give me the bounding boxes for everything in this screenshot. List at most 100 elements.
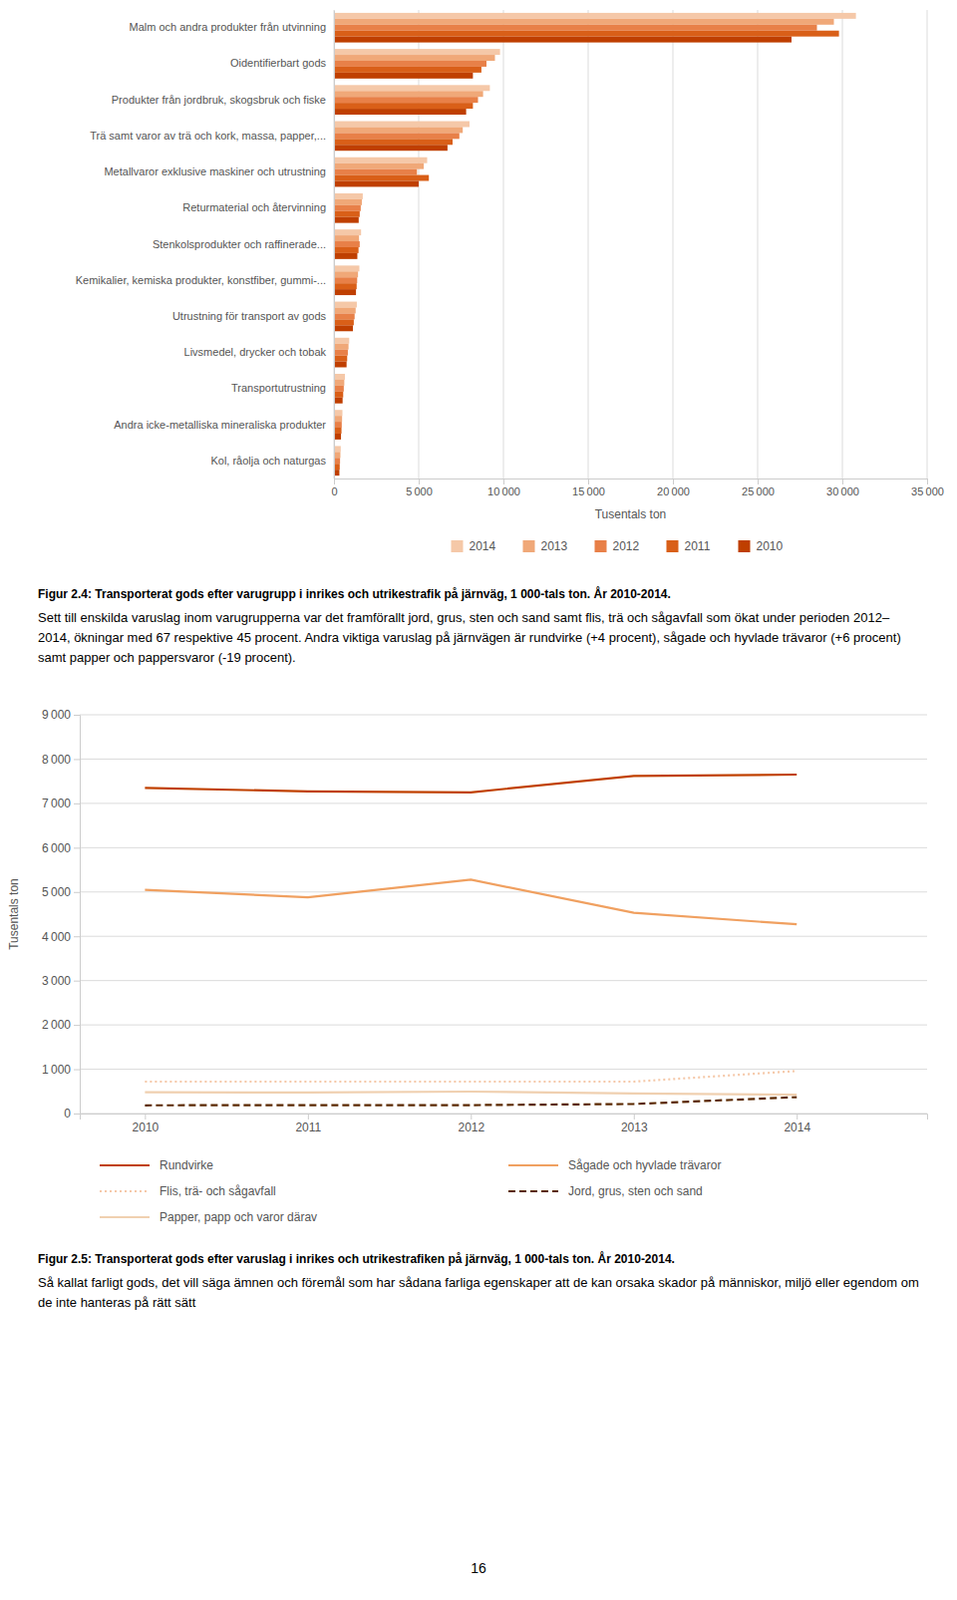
grid-line	[79, 1068, 928, 1070]
bar	[333, 169, 417, 176]
bar	[333, 308, 356, 315]
legend-label: Flis, trä- och sågavfall	[159, 1184, 277, 1199]
x-axis-line	[80, 1113, 929, 1120]
y-tick-label: Kemikalier, kemiska produkter, konstfibe…	[75, 274, 326, 287]
bar	[333, 343, 349, 350]
caption: Figur 2.5: Transporterat gods efter varu…	[37, 1251, 920, 1268]
bar	[333, 144, 448, 151]
y-axis-line	[333, 10, 335, 480]
legend-swatch	[451, 540, 464, 553]
y-tick-label: Livsmedel, drycker och tobak	[184, 345, 327, 358]
legend-swatch	[595, 540, 608, 553]
bar	[333, 102, 473, 109]
x-tick-mark	[634, 1113, 636, 1120]
y-tick-label: Stenkolsprodukter och raffinerade...	[152, 238, 326, 251]
bar	[333, 385, 344, 392]
y-tick: Returmaterial och återvinning	[182, 201, 334, 214]
y-tick-label: 5 000	[41, 885, 71, 900]
grid-line	[927, 9, 929, 479]
y-tick: Trä samt varor av trä och kork, massa, p…	[89, 129, 334, 142]
legend-label: 2014	[469, 539, 497, 554]
x-tick: 35 000	[911, 478, 945, 498]
y-tick: 9 000	[41, 707, 80, 722]
y-tick-label: Malm och andra produkter från utvinning	[129, 20, 327, 33]
y-tick-label: Andra icke-metalliska mineraliska produk…	[113, 418, 326, 431]
legend-item: 2013	[523, 539, 569, 554]
bar	[333, 24, 818, 31]
x-axis-line	[334, 479, 929, 486]
bar	[333, 72, 473, 79]
grid-line	[79, 935, 928, 937]
grid-line	[672, 9, 674, 479]
legend-label: Papper, papp och varor därav	[159, 1210, 318, 1225]
grid-line	[333, 9, 335, 479]
bar	[333, 211, 360, 218]
x-tick-mark	[842, 478, 844, 485]
line	[144, 1070, 797, 1082]
x-tick-label: 20 000	[656, 485, 690, 498]
x-tick-mark	[927, 478, 929, 485]
bars	[333, 12, 857, 476]
bar	[333, 427, 342, 434]
legend-item: Sågade och hyvlade trävaror	[508, 1158, 721, 1173]
legend-swatch	[738, 540, 751, 553]
x-axis-title: Tusentals ton	[595, 507, 667, 522]
bar	[333, 445, 341, 452]
x-tick: 20 000	[656, 478, 690, 498]
bar	[333, 397, 343, 404]
footer-text: Så kallat farligt gods, det vill säga äm…	[37, 1273, 920, 1313]
y-tick: Kol, råolja och naturgas	[210, 454, 334, 467]
x-tick-label: 15 000	[572, 485, 606, 498]
x-tick-mark	[588, 478, 590, 485]
bar	[333, 277, 357, 284]
y-tick-label: 8 000	[41, 751, 71, 766]
x-tick: 2011	[295, 1113, 321, 1135]
x-tick: 25 000	[741, 478, 775, 498]
bar	[333, 253, 357, 260]
bar	[333, 60, 487, 67]
y-tick-mark	[73, 714, 80, 716]
bar-series	[333, 30, 840, 470]
bar	[333, 66, 482, 73]
bar	[333, 289, 356, 296]
line	[144, 1096, 797, 1105]
y-tick: Andra icke-metalliska mineraliska produk…	[113, 418, 334, 431]
legend-item: 2012	[595, 539, 640, 554]
legend-swatch	[99, 1190, 150, 1193]
y-tick-label: Returmaterial och återvinning	[182, 201, 326, 214]
x-axis: 20102011201220132014	[80, 1113, 929, 1135]
legend-swatch	[523, 540, 536, 553]
bar	[333, 108, 467, 115]
legend-item: 2011	[666, 539, 711, 554]
bar	[333, 30, 840, 37]
x-tick-mark	[796, 1113, 798, 1120]
y-tick-mark	[73, 979, 80, 981]
bar	[333, 235, 359, 242]
plot-area: 05 00010 00015 00020 00025 00030 00035 0…	[75, 9, 945, 522]
y-tick: 0	[63, 1106, 80, 1121]
legend-swatch	[508, 1164, 559, 1167]
bar	[333, 324, 353, 331]
y-tick-label: Utrustning för transport av gods	[172, 310, 327, 322]
x-tick-label: 30 000	[826, 485, 860, 498]
y-tick-label: Trä samt varor av trä och kork, massa, p…	[89, 129, 326, 142]
x-tick-label: 5 000	[405, 485, 433, 498]
bar	[333, 163, 424, 170]
bar	[333, 373, 345, 380]
y-tick-label: Metallvaror exklusive maskiner och utrus…	[103, 165, 326, 178]
bar	[333, 138, 453, 145]
y-tick-mark	[73, 758, 80, 760]
x-tick-label: 2013	[621, 1119, 648, 1134]
bar	[333, 48, 501, 55]
bar	[333, 391, 343, 398]
y-tick: Utrustning för transport av gods	[172, 310, 334, 322]
y-axis: 01 0002 0003 0004 0005 0006 0007 0008 00…	[41, 707, 81, 1121]
bar-chart: 05 00010 00015 00020 00025 00030 00035 0…	[0, 0, 957, 579]
legend-label: 2012	[613, 539, 640, 554]
bar	[333, 229, 361, 236]
x-tick-mark	[144, 1113, 146, 1120]
x-tick: 5 000	[405, 478, 433, 498]
y-tick-mark	[73, 847, 80, 849]
x-tick-label: 10 000	[487, 485, 521, 498]
y-tick-label: 9 000	[41, 707, 71, 722]
